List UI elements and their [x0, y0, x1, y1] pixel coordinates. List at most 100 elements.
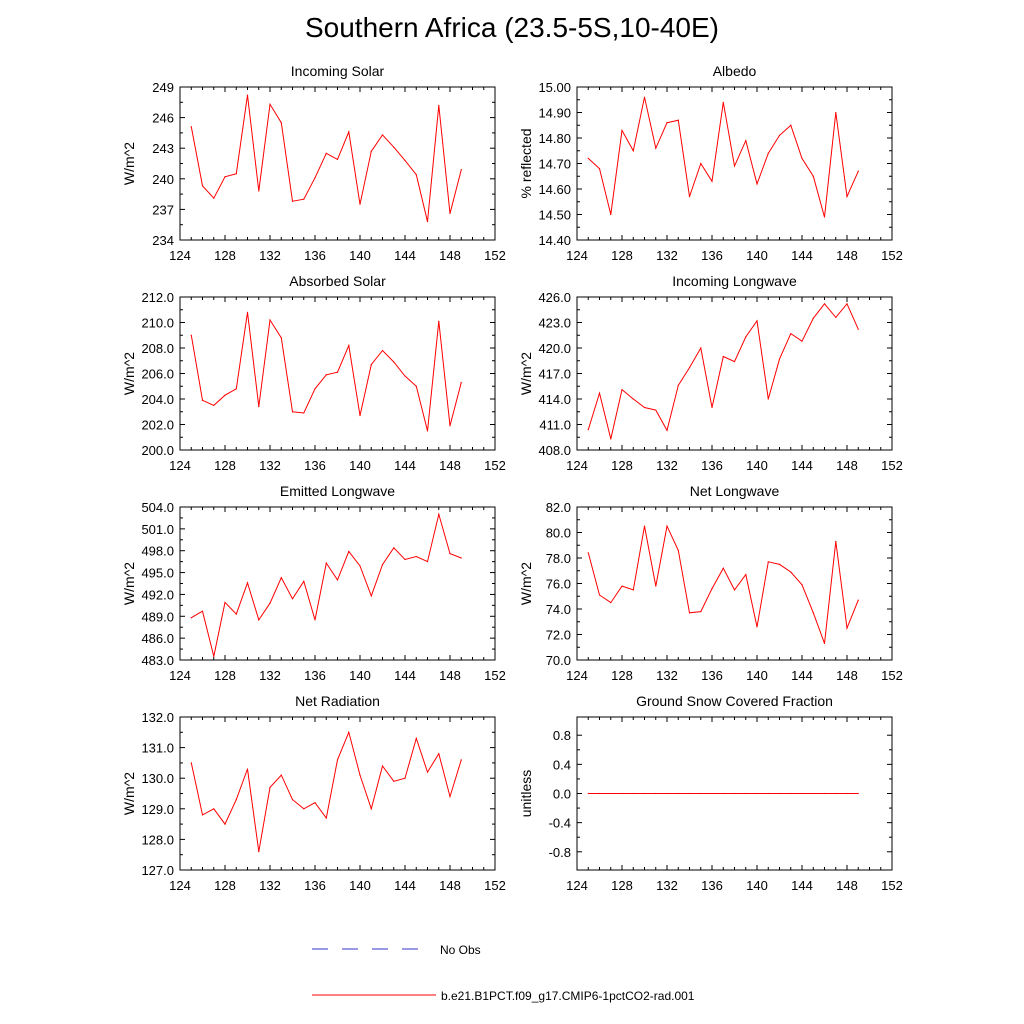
y-tick-label: -0.8 [549, 845, 571, 860]
data-point [325, 152, 327, 154]
data-point [790, 124, 792, 126]
data-point [336, 759, 339, 761]
data-point [404, 159, 406, 162]
panel-incoming-longwave: Incoming Longwave W/m^2 124 128 132 136 140 144… [518, 273, 903, 473]
y-tick-label: 127.0 [141, 863, 174, 878]
x-tick-label: 124 [566, 668, 588, 683]
x-tick-label: 152 [484, 248, 506, 263]
data-point [812, 175, 814, 177]
x-tick-label: 124 [566, 878, 588, 893]
data-point [733, 361, 736, 363]
data-point [756, 183, 758, 185]
y-axis-label: W/m^2 [121, 562, 137, 605]
data-point [778, 134, 781, 137]
data-point [745, 336, 747, 338]
y-tick-label: 130.0 [141, 771, 174, 786]
data-point [790, 792, 792, 795]
page-title: Southern Africa (23.5-5S,10-40E) [304, 12, 719, 43]
data-point [643, 96, 646, 98]
y-tick-label: 501.0 [141, 522, 174, 537]
data-point [404, 375, 406, 377]
y-tick-label: 14.70 [538, 157, 571, 172]
data-point [655, 409, 657, 411]
data-point [438, 753, 440, 755]
data-point [280, 122, 282, 124]
data-point [587, 792, 589, 795]
data-point [381, 765, 384, 767]
y-tick-label: 14.40 [538, 233, 571, 248]
y-tick-label: 243 [152, 141, 174, 156]
data-point [812, 317, 814, 319]
panel-net-radiation: Net Radiation W/m^2 124 128 132 136 140 144 148 1… [121, 693, 506, 893]
data-point [587, 429, 589, 431]
data-point [348, 344, 350, 347]
y-tick-label: 495.0 [141, 566, 174, 581]
x-tick-label: 140 [349, 458, 371, 473]
data-point [711, 588, 713, 590]
y-tick-label: 70.0 [546, 653, 571, 668]
data-point [666, 122, 668, 124]
data-point [835, 111, 837, 114]
x-tick-label: 132 [656, 248, 678, 263]
panel-albedo: Albedo % reflected 124 128 132 136 140 144 148 15… [518, 63, 903, 263]
data-point [621, 389, 623, 391]
x-tick-label: 124 [566, 458, 588, 473]
y-tick-label: -0.4 [549, 816, 571, 831]
x-tick-label: 152 [881, 458, 903, 473]
data-point [460, 557, 462, 559]
data-point [370, 595, 372, 597]
x-tick-label: 140 [349, 668, 371, 683]
series-line [190, 312, 462, 432]
x-tick-label: 136 [304, 458, 326, 473]
data-point [393, 361, 395, 363]
data-point [314, 619, 316, 621]
data-point [370, 363, 372, 366]
data-point [201, 399, 204, 401]
data-point [767, 792, 769, 795]
data-point [460, 381, 462, 384]
x-tick-label: 132 [656, 458, 678, 473]
plot-frame [179, 86, 496, 241]
data-point [823, 216, 826, 218]
series-line [191, 512, 462, 657]
data-point [733, 792, 736, 795]
data-point [449, 795, 451, 798]
y-tick-label: 208.0 [141, 341, 174, 356]
x-tick-label: 128 [611, 878, 633, 893]
data-point [598, 792, 601, 795]
x-tick-label: 128 [611, 458, 633, 473]
series-line [190, 95, 462, 222]
data-point [213, 404, 215, 406]
y-tick-label: 76.0 [546, 577, 571, 592]
data-point [587, 157, 589, 159]
x-tick-label: 152 [881, 878, 903, 893]
data-point [778, 563, 781, 565]
data-point [823, 303, 826, 305]
data-point [449, 212, 451, 215]
panel-ground-snow-covered-fraction: Ground Snow Covered Fraction unitless 124 1… [518, 693, 903, 893]
x-tick-label: 140 [746, 458, 768, 473]
data-point [643, 792, 646, 795]
data-point [190, 334, 192, 336]
data-point [291, 200, 294, 202]
data-point [835, 316, 837, 318]
x-tick-label: 128 [214, 668, 236, 683]
y-tick-label: 206.0 [141, 367, 174, 382]
x-tick-label: 124 [169, 668, 191, 683]
data-point [610, 438, 612, 440]
data-point [778, 792, 781, 795]
x-tick-label: 128 [214, 458, 236, 473]
data-point [632, 792, 634, 795]
x-tick-label: 148 [439, 248, 461, 263]
x-tick-label: 152 [484, 668, 506, 683]
y-axis-label: W/m^2 [121, 772, 137, 815]
x-tick-label: 128 [611, 248, 633, 263]
data-point [700, 162, 702, 165]
data-point [269, 103, 271, 105]
data-point [846, 627, 848, 629]
data-point [415, 555, 417, 558]
panel-title: Ground Snow Covered Fraction [636, 693, 833, 709]
data-point [426, 771, 429, 773]
x-tick-label: 148 [439, 878, 461, 893]
data-point [812, 792, 814, 795]
